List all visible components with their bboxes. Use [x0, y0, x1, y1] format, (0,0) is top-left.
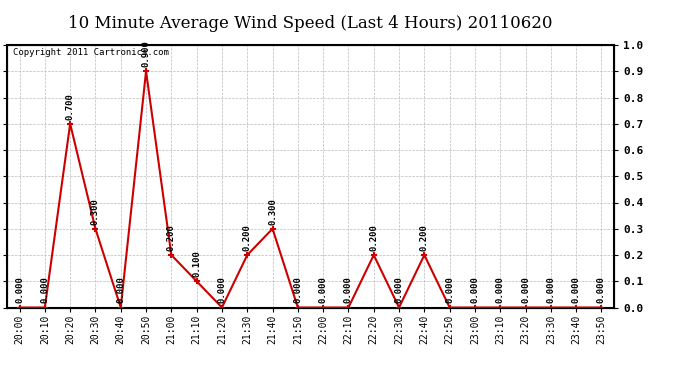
- Text: 0.000: 0.000: [217, 276, 226, 303]
- Text: 0.700: 0.700: [66, 93, 75, 120]
- Text: 0.200: 0.200: [243, 224, 252, 251]
- Text: 0.000: 0.000: [395, 276, 404, 303]
- Text: 0.000: 0.000: [495, 276, 505, 303]
- Text: Copyright 2011 Cartronics.com: Copyright 2011 Cartronics.com: [13, 48, 169, 57]
- Text: 0.200: 0.200: [369, 224, 378, 251]
- Text: 0.300: 0.300: [268, 198, 277, 225]
- Text: 0.000: 0.000: [521, 276, 530, 303]
- Text: 0.000: 0.000: [344, 276, 353, 303]
- Text: 0.000: 0.000: [15, 276, 24, 303]
- Text: 0.000: 0.000: [597, 276, 606, 303]
- Text: 0.100: 0.100: [192, 250, 201, 277]
- Text: 0.000: 0.000: [319, 276, 328, 303]
- Text: 0.000: 0.000: [116, 276, 126, 303]
- Text: 0.900: 0.900: [141, 40, 150, 67]
- Text: 10 Minute Average Wind Speed (Last 4 Hours) 20110620: 10 Minute Average Wind Speed (Last 4 Hou…: [68, 15, 553, 32]
- Text: 0.000: 0.000: [445, 276, 454, 303]
- Text: 0.200: 0.200: [420, 224, 429, 251]
- Text: 0.000: 0.000: [471, 276, 480, 303]
- Text: 0.000: 0.000: [571, 276, 581, 303]
- Text: 0.000: 0.000: [40, 276, 50, 303]
- Text: 0.200: 0.200: [167, 224, 176, 251]
- Text: 0.300: 0.300: [91, 198, 100, 225]
- Text: 0.000: 0.000: [293, 276, 302, 303]
- Text: 0.000: 0.000: [546, 276, 555, 303]
